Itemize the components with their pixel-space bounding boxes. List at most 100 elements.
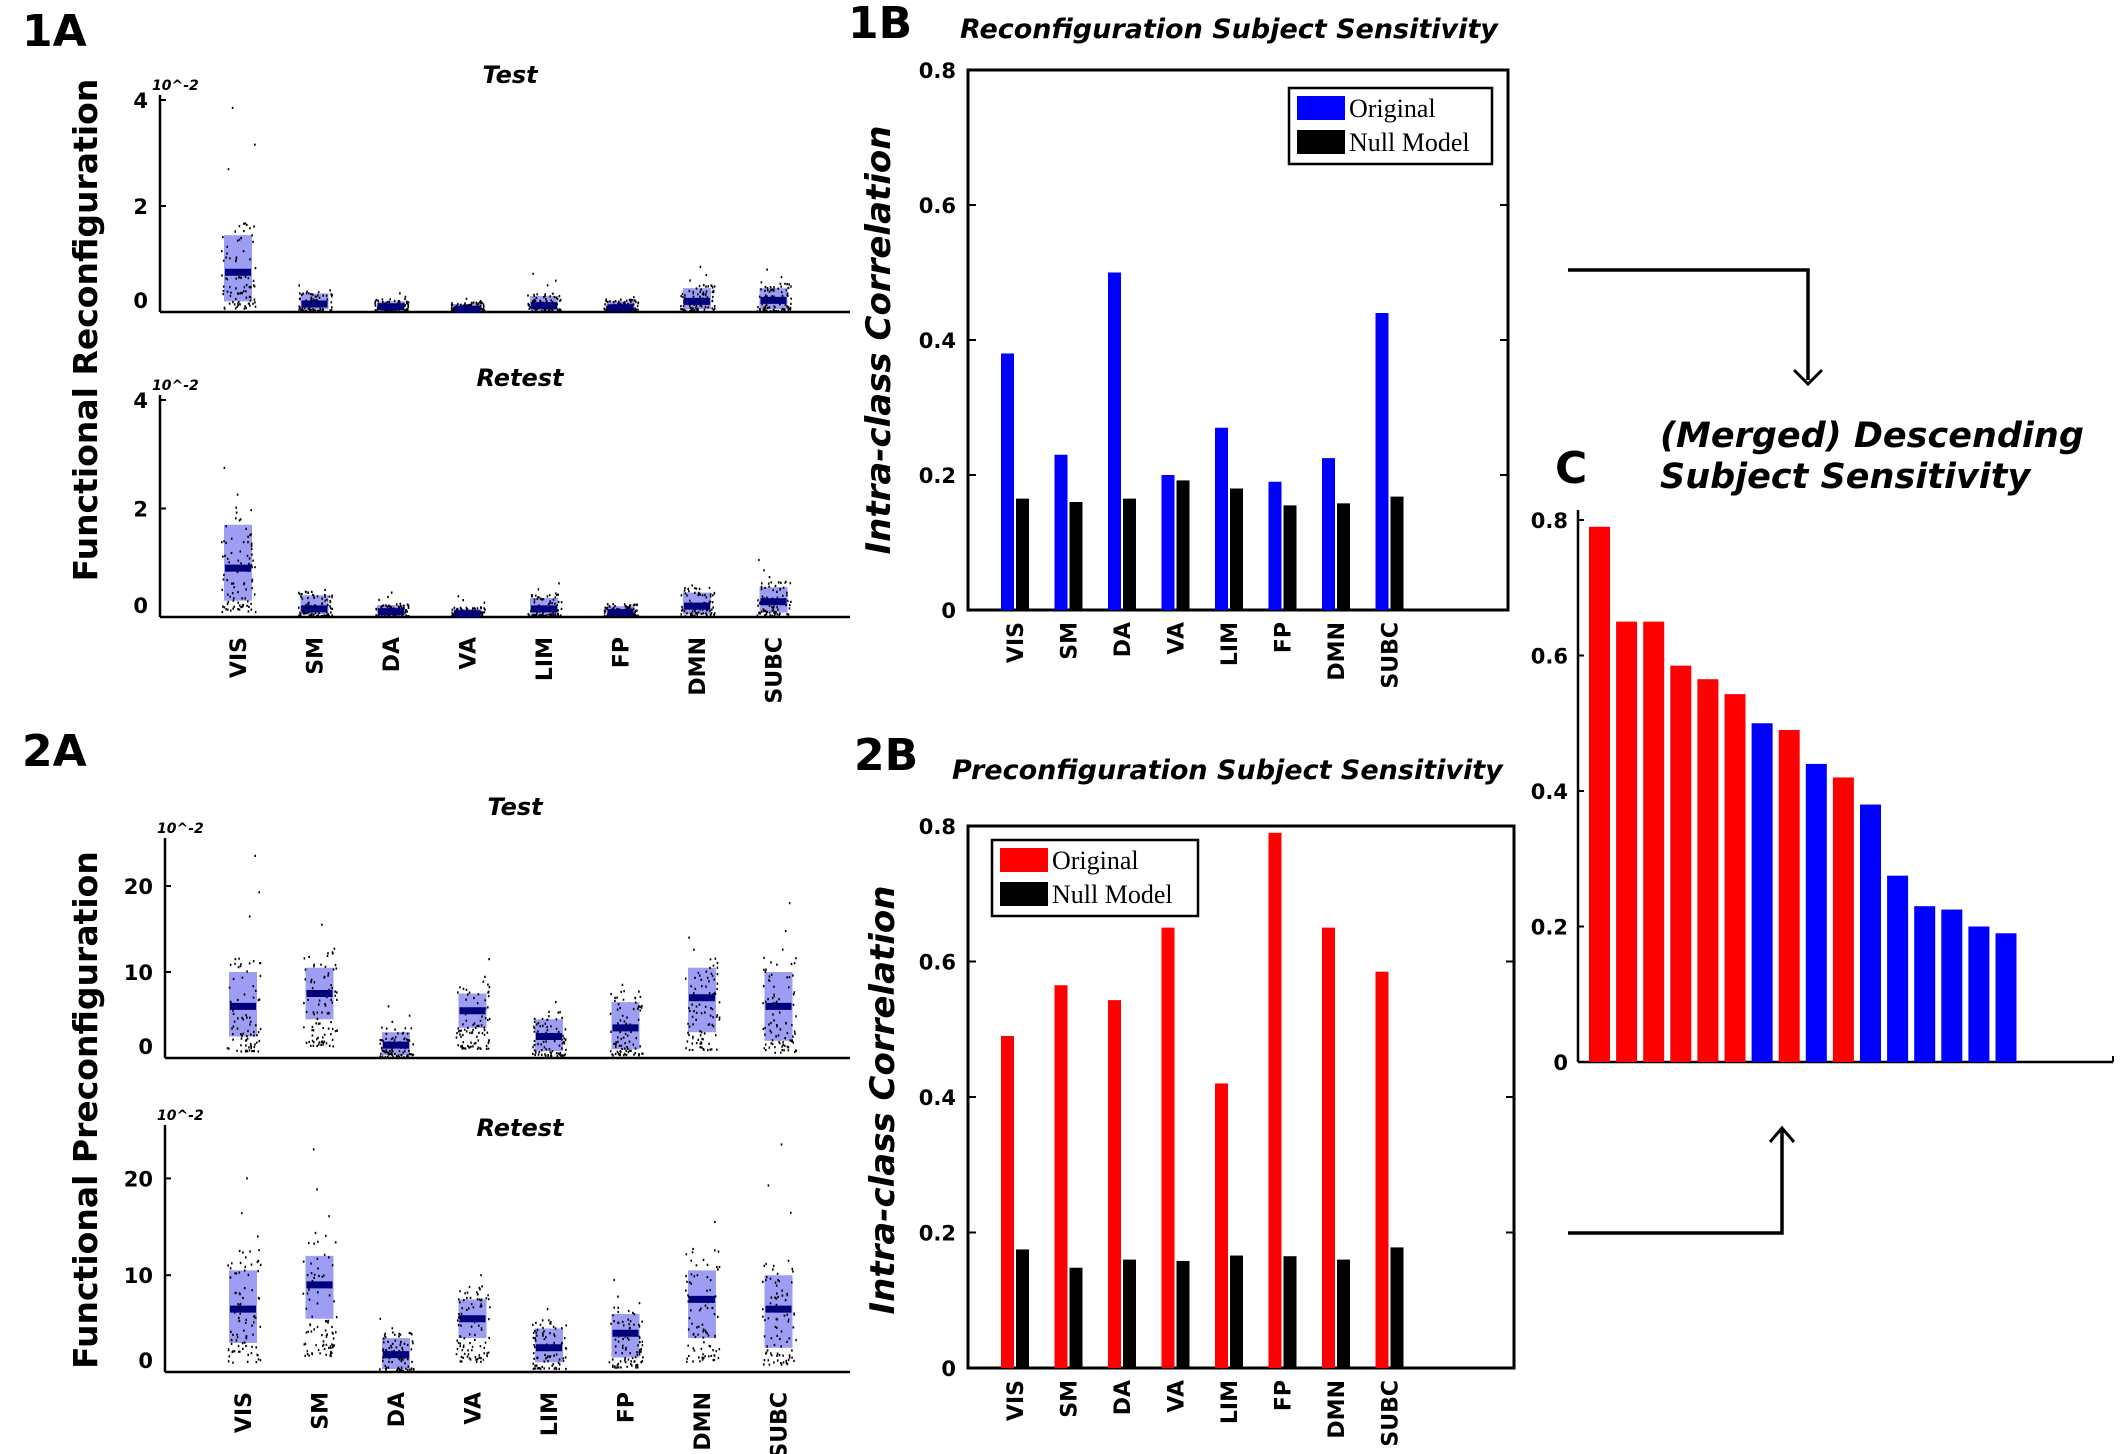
x-tick-label-va: VA (457, 637, 482, 670)
y-tick-label: 0 (941, 599, 956, 623)
bar-null-subc (1390, 1247, 1404, 1368)
x-tick-label-fp: FP (1272, 1380, 1297, 1411)
legend-label-null: Null Model (1052, 880, 1173, 909)
x-tick-label-vis: VIS (1004, 622, 1029, 663)
x-tick-label-da: DA (385, 1392, 410, 1427)
chart-title: Retest (476, 1114, 565, 1142)
bar-null-va (1176, 480, 1190, 610)
x-tick-label-lim: LIM (1218, 1380, 1243, 1424)
y-tick-label: 20 (124, 1167, 153, 1191)
y-tick-label: 0.8 (919, 815, 956, 839)
bar-merged-1 (1589, 526, 1610, 1062)
x-tick-label-fp: FP (615, 1392, 640, 1423)
y-tick-label: 20 (124, 875, 153, 899)
data-points-sm (302, 1148, 338, 1358)
bar-original-fp (1268, 481, 1282, 610)
chart-title-line1: (Merged) Descending (1660, 416, 2084, 456)
x-tick-label-subc: SUBC (1379, 1380, 1404, 1447)
data-points-subc (756, 558, 792, 617)
x-tick-label-dmn: DMN (1325, 1380, 1350, 1439)
chart-1b: Reconfiguration Subject Sensitivity Intra… (859, 14, 1510, 689)
data-points-vis (221, 466, 257, 614)
bar-null-sm (1069, 1267, 1083, 1368)
x-tick-label-da: DA (380, 637, 405, 672)
bar-null-da (1123, 1259, 1136, 1368)
chart-1a-test: Test 10^-24 2 0 (133, 61, 850, 314)
bar-original-va (1161, 475, 1175, 610)
y-tick-label: 0.4 (919, 1086, 956, 1110)
panel-label-2b: 2B (854, 730, 918, 781)
legend-label-original: Original (1052, 846, 1139, 875)
bar-merged-4 (1670, 665, 1692, 1062)
data-points-va (455, 1274, 491, 1363)
y-axis-label: Intra-class Correlation (859, 126, 899, 555)
bar-null-lim (1230, 488, 1243, 610)
y-exponent-label: 10^-2 (157, 821, 204, 837)
panel-label-1a: 1A (22, 6, 87, 57)
connector-arrow-top (1568, 268, 1810, 380)
y-tick-label: 0 (941, 1357, 956, 1381)
legend-label-null: Null Model (1349, 128, 1470, 157)
bar-null-vis (1016, 498, 1029, 610)
data-points-vis (227, 1177, 262, 1364)
y-tick-label: 0.2 (919, 464, 956, 488)
y-tick-label: 0.6 (1531, 645, 1568, 669)
y-tick-label: 0.4 (919, 329, 956, 353)
y-tick-label: 2 (133, 498, 148, 522)
y-tick-label: 4 (133, 389, 148, 413)
bar-original-vis (1001, 353, 1014, 610)
arrowhead-top (1792, 368, 1824, 387)
x-tick-label-va: VA (1165, 622, 1190, 655)
x-tick-label-vis: VIS (227, 637, 252, 678)
box-dmn (688, 1270, 716, 1339)
bar-original-dmn (1322, 458, 1335, 610)
bar-original-vis (1001, 1036, 1014, 1368)
x-tick-label-dmn: DMN (691, 1392, 716, 1451)
x-tick-label-sm: SM (1058, 1380, 1083, 1418)
bar-original-sm (1054, 985, 1068, 1368)
bar-original-subc (1375, 313, 1389, 610)
legend-swatch-null (1000, 882, 1048, 906)
x-tick-label-lim: LIM (1218, 622, 1243, 666)
bar-original-subc (1375, 971, 1389, 1368)
legend-swatch-original (1297, 96, 1345, 120)
x-tick-label-sm: SM (1058, 622, 1083, 660)
bar-merged-12 (1887, 875, 1909, 1062)
x-tick-label-fp: FP (1272, 622, 1297, 653)
bar-original-sm (1054, 454, 1068, 610)
bar-original-va (1161, 927, 1175, 1368)
bar-original-fp (1268, 832, 1282, 1368)
bar-original-da (1108, 272, 1121, 610)
arrowhead-bottom (1768, 1125, 1796, 1143)
bar-merged-14 (1941, 909, 1963, 1062)
data-points-vis (226, 854, 262, 1053)
chart-title: Retest (476, 364, 565, 392)
x-tick-label-da: DA (1111, 1380, 1136, 1415)
bar-null-fp (1283, 505, 1297, 610)
bar-original-dmn (1322, 927, 1335, 1368)
chart-2a-test: Test 10^-2 20 10 0 (124, 793, 850, 1060)
y-tick-label: 0 (133, 594, 148, 618)
bar-null-lim (1230, 1255, 1243, 1368)
y-axis-label-1a: Functional Reconfiguration (66, 79, 105, 582)
x-tick-label-fp: FP (610, 637, 635, 668)
x-tick-label-va: VA (462, 1392, 487, 1425)
y-tick-label: 0.4 (1531, 780, 1568, 804)
y-tick-label: 2 (133, 195, 148, 219)
x-tick-label-subc: SUBC (768, 1392, 793, 1454)
panel-label-2a: 2A (22, 726, 87, 777)
y-tick-label: 0.6 (919, 951, 956, 975)
x-tick-label-da: DA (1111, 622, 1136, 657)
y-axis-label-2a: Functional Preconfiguration (66, 851, 105, 1369)
y-tick-label: 0.6 (919, 194, 956, 218)
data-points-sm (303, 923, 338, 1048)
bar-merged-7 (1751, 723, 1773, 1062)
bar-null-dmn (1337, 1259, 1350, 1368)
panel-label-c: C (1555, 443, 1587, 494)
x-tick-label-subc: SUBC (763, 637, 788, 704)
bar-null-da (1123, 498, 1136, 610)
bar-null-va (1176, 1260, 1190, 1368)
bar-original-lim (1215, 1083, 1228, 1368)
